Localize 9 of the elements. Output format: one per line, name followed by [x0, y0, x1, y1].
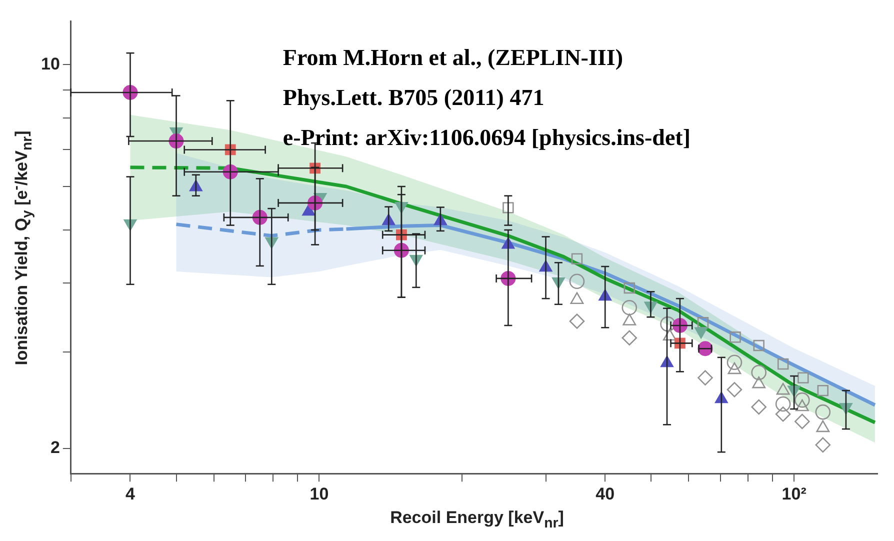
x-tick-label: 10 [310, 484, 329, 504]
x-tick-label: 10² [782, 484, 807, 504]
x-tick-label: 40 [596, 484, 615, 504]
annotation: e-Print: arXiv:1106.0694 [physics.ins-det] [282, 125, 690, 150]
y-tick-label: 2 [50, 438, 60, 458]
x-tick-label: 4 [126, 484, 136, 504]
annotation: From M.Horn et al., (ZEPLIN-III) [282, 45, 623, 70]
annotation: Phys.Lett. B705 (2011) 471 [282, 85, 544, 110]
x-axis-title: Recoil Energy [keV$_{nr}$] [389, 508, 565, 532]
